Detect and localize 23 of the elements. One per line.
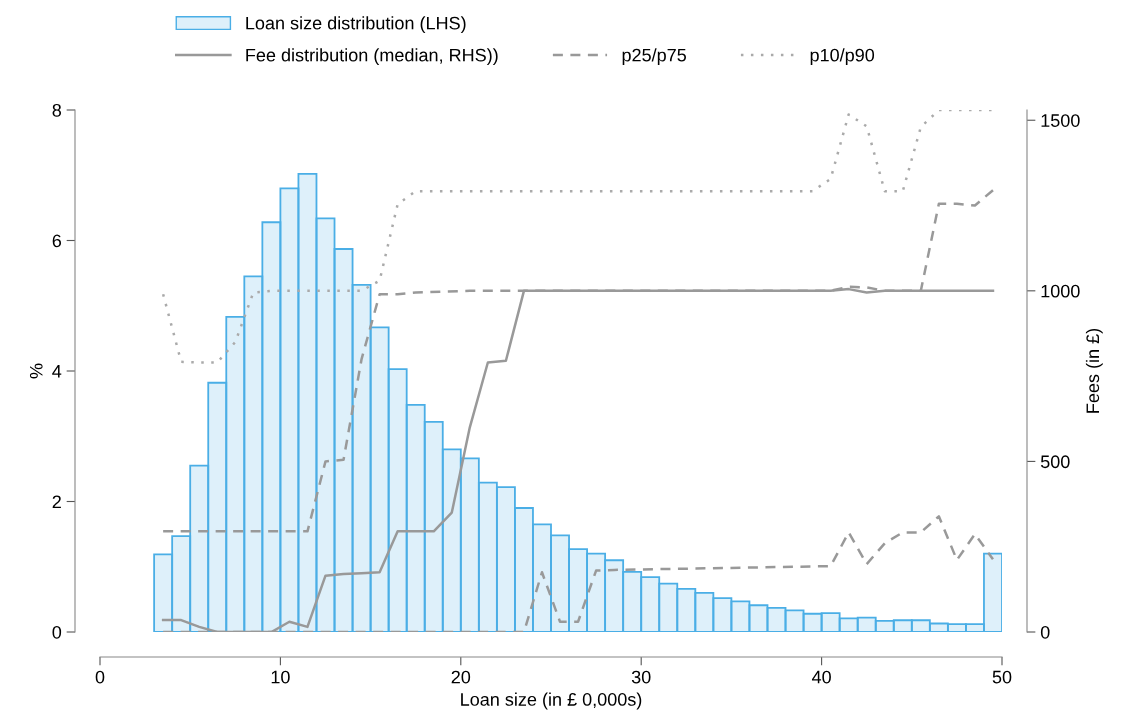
legend-label: p25/p75: [622, 48, 686, 66]
legend-label: Loan size distribution (LHS): [246, 16, 466, 34]
y2-tick-label: 500: [1040, 455, 1070, 469]
x-tick-label: 0: [95, 670, 105, 684]
y-tick-label: 6: [52, 234, 62, 248]
y2-axis-title: Fees (in £): [1085, 328, 1103, 413]
line-series: [161, 110, 995, 364]
x-tick-label: 20: [451, 670, 471, 684]
x-tick-label: 30: [631, 670, 651, 684]
x-tick-label: 10: [271, 670, 290, 684]
y-tick-label: 8: [52, 103, 62, 117]
x-tick-label: 50: [992, 670, 1012, 684]
legend-label: Fee distribution (median, RHS)): [246, 48, 498, 66]
y2-tick-label: 0: [1040, 625, 1050, 639]
y-tick-label: 0: [52, 625, 62, 639]
legend-label: p10/p90: [810, 48, 875, 66]
y2-tick-label: 1000: [1041, 284, 1080, 298]
y-tick-label: 4: [52, 365, 62, 378]
y-tick-label: 2: [52, 495, 61, 509]
x-axis-title: Loan size (in £ 0,000s): [461, 692, 642, 710]
y-axis-title: %: [29, 363, 43, 379]
y2-tick-label: 1500: [1041, 114, 1080, 127]
x-tick-label: 40: [811, 670, 831, 684]
